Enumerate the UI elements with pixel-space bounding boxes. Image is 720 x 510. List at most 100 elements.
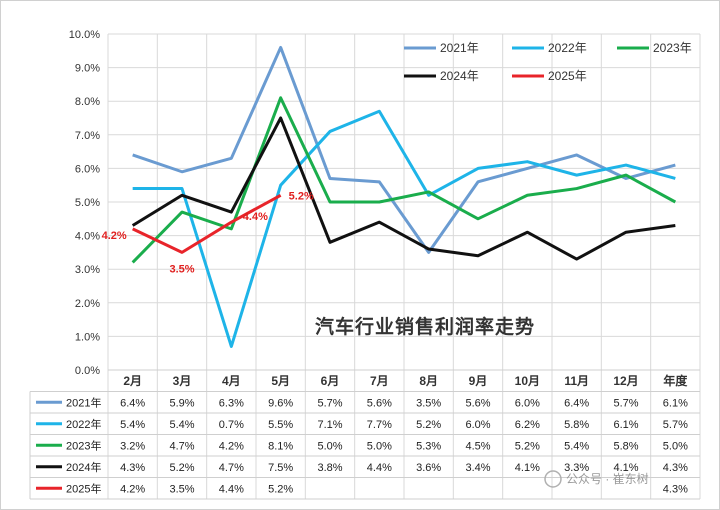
annotations: 4.2%3.5%4.4%5.2%4.3%: [102, 190, 314, 275]
table-cell: 5.0%: [367, 441, 392, 453]
table-cell: 0.7%: [219, 419, 244, 431]
y-tick-label: 8.0%: [75, 96, 100, 108]
annotation-label: 3.5%: [169, 263, 194, 275]
x-tick-label: 4月: [222, 374, 241, 388]
series-line-2025年: [132, 193, 282, 254]
table-cell: 5.2%: [268, 484, 293, 496]
series-lines: [131, 45, 677, 348]
table-cell: 5.6%: [465, 398, 490, 410]
table-cell: 9.6%: [268, 398, 293, 410]
x-tick-label: 9月: [469, 374, 488, 388]
annotation-label: 5.2%: [289, 190, 314, 202]
table-cell: 5.9%: [169, 398, 194, 410]
table-cell: 4.1%: [613, 462, 638, 474]
table-cell: 3.5%: [169, 484, 194, 496]
table-cell: 3.2%: [120, 441, 145, 453]
table-cell: 4.4%: [367, 462, 392, 474]
table-cell: 6.4%: [564, 398, 589, 410]
table-cell: 5.8%: [613, 441, 638, 453]
x-tick-label: 11月: [564, 374, 589, 388]
series-line-2022年: [132, 109, 676, 348]
table-cell: 4.2%: [219, 441, 244, 453]
y-tick-label: 1.0%: [75, 331, 100, 343]
table-cell: 5.2%: [169, 462, 194, 474]
table-cell: 4.4%: [219, 484, 244, 496]
table-cell: 4.7%: [169, 441, 194, 453]
x-tick-label: 5月: [271, 374, 290, 388]
table-cell: 5.4%: [169, 419, 194, 431]
x-tick-label: 年度: [663, 373, 688, 388]
table-cell: 5.4%: [120, 419, 145, 431]
y-tick-label: 9.0%: [75, 63, 100, 75]
y-tick-label: 6.0%: [75, 163, 100, 175]
table-cell: 6.2%: [515, 419, 540, 431]
watermark-text: 公众号 · 崔东树: [566, 471, 649, 486]
legend-label: 2022年: [548, 41, 587, 55]
table-cell: 5.7%: [613, 398, 638, 410]
y-tick-label: 2.0%: [75, 298, 100, 310]
x-tick-label: 12月: [613, 374, 638, 388]
table-row-label: 2025年: [66, 482, 101, 496]
x-tick-label: 7月: [370, 374, 389, 388]
y-tick-label: 7.0%: [75, 130, 100, 142]
table-cell: 5.4%: [564, 441, 589, 453]
x-tick-label: 3月: [173, 374, 192, 388]
table-cell: 5.2%: [515, 441, 540, 453]
x-tick-label: 10月: [515, 374, 540, 388]
y-tick-label: 0.0%: [75, 365, 100, 377]
table-cell: 5.0%: [663, 441, 688, 453]
wechat-icon: [544, 470, 562, 488]
x-tick-label: 6月: [321, 374, 340, 388]
y-axis-ticks: 0.0% 1.0% 2.0% 3.0% 4.0% 5.0% 6.0% 7.0% 8.0% 9.0%…: [69, 29, 100, 377]
table-cell: 8.1%: [268, 441, 293, 453]
watermark: 公众号 · 崔东树: [544, 470, 649, 488]
table-cell: 5.5%: [268, 419, 293, 431]
legend-label: 2023年: [653, 41, 692, 55]
y-tick-label: 5.0%: [75, 197, 100, 209]
table-row-label: 2023年: [66, 439, 101, 453]
table-cell: 4.3%: [663, 462, 688, 474]
y-tick-label: 10.0%: [69, 29, 100, 41]
legend-label: 2024年: [440, 69, 479, 83]
table-cell: 4.5%: [465, 441, 490, 453]
table-row-label: 2024年: [66, 460, 101, 474]
table-cell: 6.3%: [219, 398, 244, 410]
table-cell: 6.4%: [120, 398, 145, 410]
table-cell: 3.8%: [317, 462, 342, 474]
table-cell: 7.7%: [367, 419, 392, 431]
table-cell: 3.6%: [416, 462, 441, 474]
chart-title: 汽车行业销售利润率走势: [315, 315, 535, 338]
table-cell: 4.3%: [663, 484, 688, 496]
table-cell: 4.2%: [120, 484, 145, 496]
table-cell: 4.3%: [120, 462, 145, 474]
table-row-label: 2022年: [66, 417, 101, 431]
y-tick-label: 4.0%: [75, 231, 100, 243]
annotation-label: 4.2%: [102, 230, 127, 242]
table-cell: 6.0%: [465, 419, 490, 431]
table-cell: 5.7%: [663, 419, 688, 431]
x-tick-label: 2月: [123, 374, 142, 388]
series-line-2021年: [132, 45, 676, 254]
annotation-label: 4.4%: [243, 211, 268, 223]
table-cell: 5.7%: [317, 398, 342, 410]
x-tick-label: 8月: [419, 374, 438, 388]
y-tick-label: 3.0%: [75, 264, 100, 276]
table-row-label: 2021年: [66, 396, 101, 410]
legend-label: 2021年: [440, 41, 479, 55]
table-cell: 7.1%: [317, 419, 342, 431]
table-cell: 5.3%: [416, 441, 441, 453]
table-cell: 5.8%: [564, 419, 589, 431]
table-cell: 5.0%: [317, 441, 342, 453]
table-cell: 5.2%: [416, 419, 441, 431]
series-line-2024年: [131, 116, 676, 261]
table-cell: 5.6%: [367, 398, 392, 410]
table-cell: 3.4%: [465, 462, 490, 474]
table-cell: 4.7%: [219, 462, 244, 474]
table-cell: 6.1%: [613, 419, 638, 431]
table-cell: 4.1%: [515, 462, 540, 474]
table-cell: 3.5%: [416, 398, 441, 410]
legend: 2021年 2022年 2023年 2024年 2025年: [404, 41, 692, 83]
table-cell: 3.3%: [564, 462, 589, 474]
